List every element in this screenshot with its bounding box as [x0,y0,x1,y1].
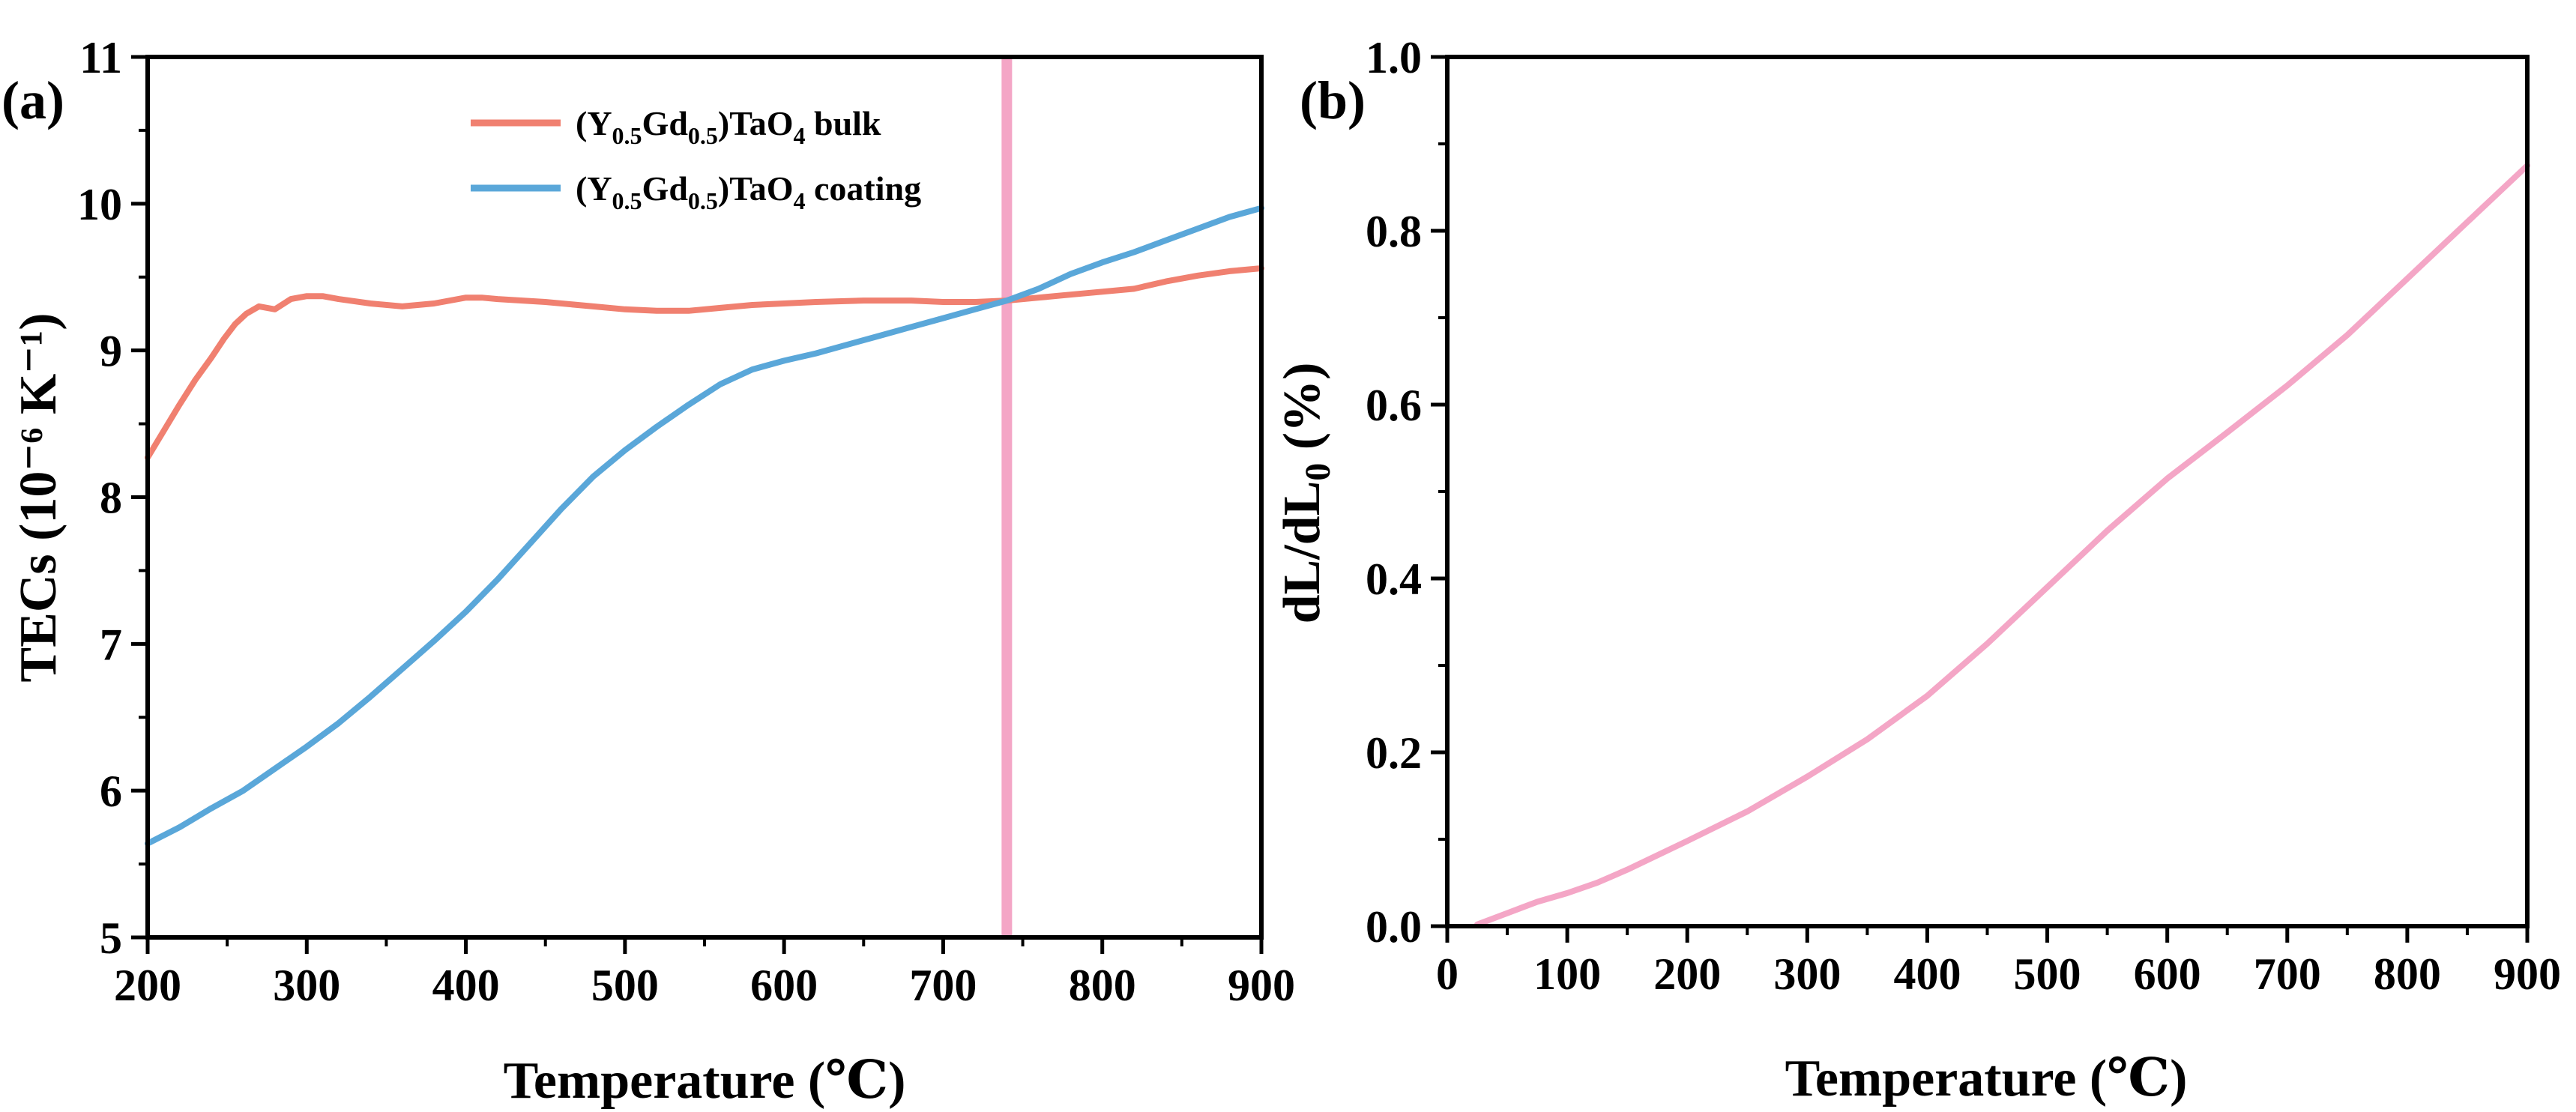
x-tick-label: 500 [591,961,659,1010]
y-tick-label: 0.2 [1366,728,1422,778]
x-tick-label: 300 [273,961,340,1010]
x-tick-label: 800 [2374,949,2441,999]
x-tick-label: 400 [1893,949,1961,999]
y-tick-label: 0.4 [1366,555,1422,604]
x-tick-label: 400 [432,961,500,1010]
panel-b: (b) 0 100 200 300 400 500 600 700 800 900 0.00.20… [1273,33,2561,1108]
x-tick-label: 900 [1228,961,1295,1010]
panel-a: (a) 200 300 400 500 600 700 800 900 5 6 7 8 9 10 11 T… [1,33,1295,1110]
series-line-1-0 [1474,163,2530,928]
x-tick-label: 600 [2134,949,2201,999]
panel-a-x-ticks: 200 300 400 500 600 700 800 900 [114,937,1295,1010]
x-tick-label: 0 [1436,949,1459,999]
y-tick-label: 7 [100,620,122,669]
y-tick-label: 0.8 [1366,207,1422,256]
panel-b-y-ticks: 0.0 0.2 0.4 0.6 0.8 1.0 [1366,33,1447,952]
panel-b-x-ticks: 0 100 200 300 400 500 600 700 800 900 [1436,926,2561,999]
y-tick-label: 11 [79,33,122,82]
y-tick-label: 5 [100,913,122,963]
x-tick-label: 700 [909,961,977,1010]
series-line-0-1 [145,205,1264,847]
panel-b-plot-area [1474,163,2530,928]
panel-b-axes-frame [1445,55,2530,928]
series-line-0-0 [145,265,1264,461]
y-tick-label: 9 [100,327,122,376]
x-tick-label: 100 [1533,949,1601,999]
panel-b-label: (b) [1300,70,1366,130]
x-tick-label: 200 [1653,949,1721,999]
panel-a-x-axis-label: Temperature (℃) [504,1052,906,1110]
panel-a-label: (a) [1,70,64,130]
x-tick-label: 300 [1773,949,1841,999]
panel-b-y-axis-label: dL/dL0 (%) [1273,363,1338,624]
panel-a-y-ticks: 5 6 7 8 9 10 11 [77,33,148,963]
legend-label-coating: (Y0.5Gd0.5)TaO4 coating [576,169,921,214]
y-tick-label: 0.6 [1366,381,1422,430]
y-tick-label: 0.0 [1366,902,1422,952]
x-tick-label: 500 [2014,949,2081,999]
y-tick-label: 6 [100,767,122,816]
legend-label-bulk: (Y0.5Gd0.5)TaO4 bulk [576,104,881,149]
y-tick-label: 1.0 [1366,33,1422,82]
x-tick-label: 200 [114,961,181,1010]
x-tick-label: 700 [2254,949,2321,999]
panel-a-legend: (Y0.5Gd0.5)TaO4 bulk (Y0.5Gd0.5)TaO4 coa… [471,104,921,214]
y-tick-label: 10 [77,180,122,229]
panel-b-x-axis-label: Temperature (℃) [1785,1050,2188,1108]
x-tick-label: 900 [2494,949,2561,999]
x-tick-label: 800 [1069,961,1136,1010]
y-tick-label: 8 [100,474,122,523]
x-tick-label: 600 [750,961,818,1010]
panel-a-y-axis-label: TECs (10⁻⁶ K⁻¹) [10,312,67,682]
panel-a-plot-area [145,57,1264,937]
